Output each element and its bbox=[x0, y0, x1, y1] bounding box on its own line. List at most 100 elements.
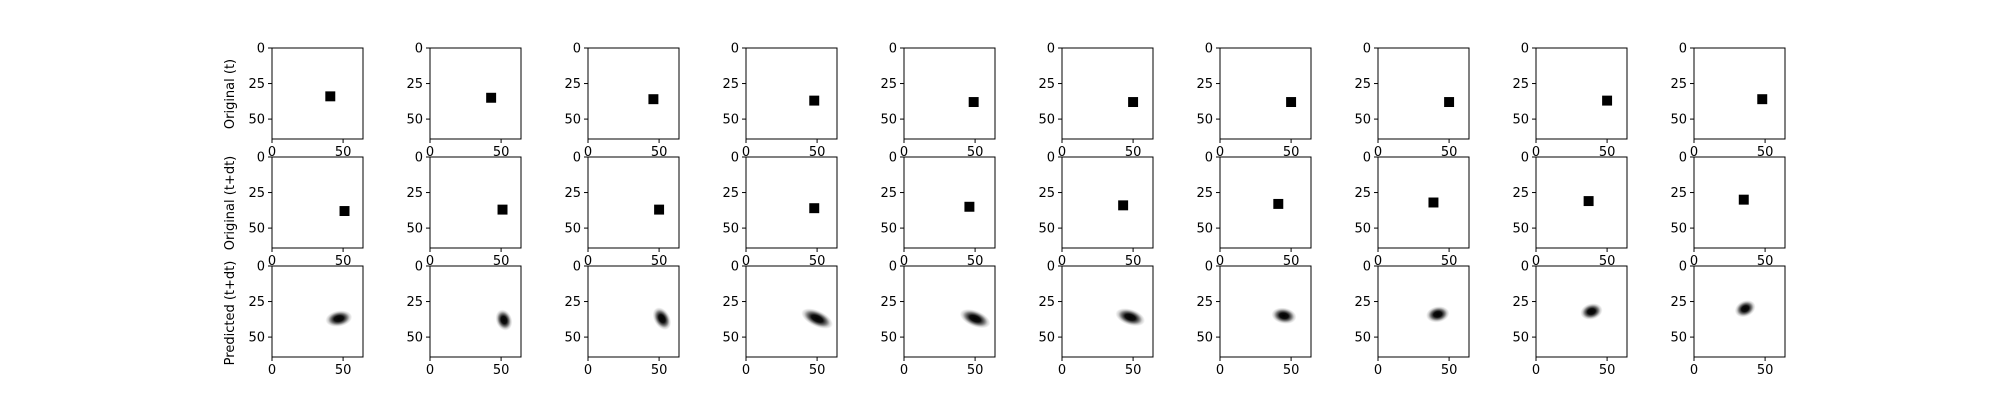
y-tick-label: 50 bbox=[722, 331, 739, 346]
y-tick-label: 50 bbox=[406, 331, 423, 346]
x-tick-label: 0 bbox=[268, 254, 276, 269]
object-square bbox=[1738, 194, 1749, 205]
y-tick-label: 50 bbox=[1196, 113, 1213, 128]
panel: 0 25 50 0 50 bbox=[1354, 42, 1470, 160]
object-square bbox=[648, 94, 659, 105]
panel-grid: 0 25 50 0 50 0 25 50 0 50 0 25 50 0 50 0 25 50 0 50 0 25 50 0 50… bbox=[248, 42, 1786, 378]
x-tick-label: 0 bbox=[584, 145, 592, 160]
y-tick-label: 0 bbox=[731, 260, 739, 275]
y-tick-label: 25 bbox=[248, 186, 265, 201]
x-tick-label: 50 bbox=[1125, 145, 1142, 160]
y-tick-label: 0 bbox=[1205, 42, 1213, 57]
y-tick-label: 0 bbox=[1679, 151, 1687, 166]
y-tick-label: 50 bbox=[248, 222, 265, 237]
x-tick-label: 50 bbox=[967, 254, 984, 269]
y-tick-label: 0 bbox=[573, 151, 581, 166]
y-tick-label: 0 bbox=[1047, 260, 1055, 275]
y-tick-label: 25 bbox=[1038, 77, 1055, 92]
y-tick-label: 25 bbox=[1670, 295, 1687, 310]
panel: 0 25 50 0 50 bbox=[564, 151, 680, 269]
y-tick-label: 0 bbox=[415, 42, 423, 57]
y-tick-label: 50 bbox=[1038, 331, 1055, 346]
y-tick-label: 25 bbox=[1512, 186, 1529, 201]
y-tick-label: 0 bbox=[415, 151, 423, 166]
panel-frame bbox=[1061, 47, 1154, 140]
y-tick-label: 50 bbox=[406, 113, 423, 128]
y-tick-label: 25 bbox=[880, 186, 897, 201]
x-tick-label: 50 bbox=[493, 254, 510, 269]
object-square bbox=[497, 204, 508, 215]
object-square bbox=[1428, 197, 1439, 208]
object-square bbox=[1273, 198, 1284, 209]
predicted-blob bbox=[1580, 303, 1603, 320]
x-tick-label: 50 bbox=[809, 145, 826, 160]
x-tick-label: 0 bbox=[426, 145, 434, 160]
x-tick-label: 50 bbox=[1283, 254, 1300, 269]
panel: 0 25 50 0 50 bbox=[880, 260, 996, 378]
x-tick-label: 50 bbox=[1283, 145, 1300, 160]
y-tick-label: 0 bbox=[731, 42, 739, 57]
panel-frame bbox=[1693, 156, 1786, 249]
y-tick-label: 25 bbox=[564, 295, 581, 310]
panel: 0 25 50 0 50 bbox=[1038, 151, 1154, 269]
y-tick-label: 25 bbox=[1196, 77, 1213, 92]
x-tick-label: 50 bbox=[1125, 254, 1142, 269]
x-tick-label: 0 bbox=[1532, 254, 1540, 269]
object-square bbox=[809, 203, 820, 214]
y-tick-label: 0 bbox=[731, 151, 739, 166]
object-square bbox=[1757, 94, 1768, 105]
panel-frame bbox=[903, 156, 996, 249]
object-square bbox=[1602, 95, 1613, 106]
x-tick-label: 50 bbox=[651, 254, 668, 269]
panel: 0 25 50 0 50 bbox=[1196, 42, 1312, 160]
y-tick-label: 0 bbox=[889, 260, 897, 275]
predicted-blob bbox=[652, 307, 672, 330]
y-tick-label: 25 bbox=[406, 186, 423, 201]
x-tick-label: 50 bbox=[1599, 363, 1616, 378]
predicted-blob bbox=[1426, 306, 1450, 323]
panel-frame bbox=[1219, 156, 1312, 249]
panel-frame bbox=[429, 156, 522, 249]
y-tick-label: 25 bbox=[722, 77, 739, 92]
y-tick-label: 50 bbox=[1354, 113, 1371, 128]
y-tick-label: 0 bbox=[1047, 42, 1055, 57]
y-tick-label: 25 bbox=[406, 295, 423, 310]
x-tick-label: 50 bbox=[1757, 145, 1774, 160]
y-tick-label: 25 bbox=[248, 77, 265, 92]
y-tick-label: 50 bbox=[248, 113, 265, 128]
x-tick-label: 0 bbox=[1690, 363, 1698, 378]
y-tick-label: 0 bbox=[889, 42, 897, 57]
panel-frame bbox=[1061, 265, 1154, 358]
y-tick-label: 25 bbox=[1196, 186, 1213, 201]
object-square bbox=[809, 95, 820, 106]
y-tick-label: 0 bbox=[1679, 42, 1687, 57]
panel-frame bbox=[429, 265, 522, 358]
panel: 0 25 50 0 50 bbox=[1670, 151, 1786, 269]
panel-frame bbox=[271, 47, 364, 140]
y-tick-label: 50 bbox=[880, 331, 897, 346]
x-tick-label: 50 bbox=[967, 145, 984, 160]
object-square bbox=[1118, 200, 1129, 211]
y-tick-label: 25 bbox=[1670, 77, 1687, 92]
panel-frame bbox=[587, 156, 680, 249]
panel: 0 25 50 0 50 bbox=[880, 42, 996, 160]
y-tick-label: 25 bbox=[880, 77, 897, 92]
panel: 0 25 50 0 50 bbox=[406, 151, 522, 269]
row-label-original-t-dt: Original (t+dt) bbox=[223, 156, 238, 251]
predicted-blob bbox=[1115, 308, 1146, 327]
panel: 0 25 50 0 50 bbox=[1512, 42, 1628, 160]
y-tick-label: 25 bbox=[1512, 77, 1529, 92]
x-tick-label: 0 bbox=[1532, 145, 1540, 160]
x-tick-label: 50 bbox=[1757, 254, 1774, 269]
predicted-blob bbox=[1734, 300, 1756, 318]
y-tick-label: 50 bbox=[1670, 331, 1687, 346]
x-tick-label: 0 bbox=[1374, 363, 1382, 378]
y-tick-label: 25 bbox=[1354, 295, 1371, 310]
x-tick-label: 0 bbox=[1690, 145, 1698, 160]
x-tick-label: 0 bbox=[268, 363, 276, 378]
row-label-predicted-t-dt: Predicted (t+dt) bbox=[223, 261, 238, 366]
object-square bbox=[486, 92, 497, 103]
x-tick-label: 0 bbox=[1532, 363, 1540, 378]
y-tick-label: 50 bbox=[1670, 113, 1687, 128]
